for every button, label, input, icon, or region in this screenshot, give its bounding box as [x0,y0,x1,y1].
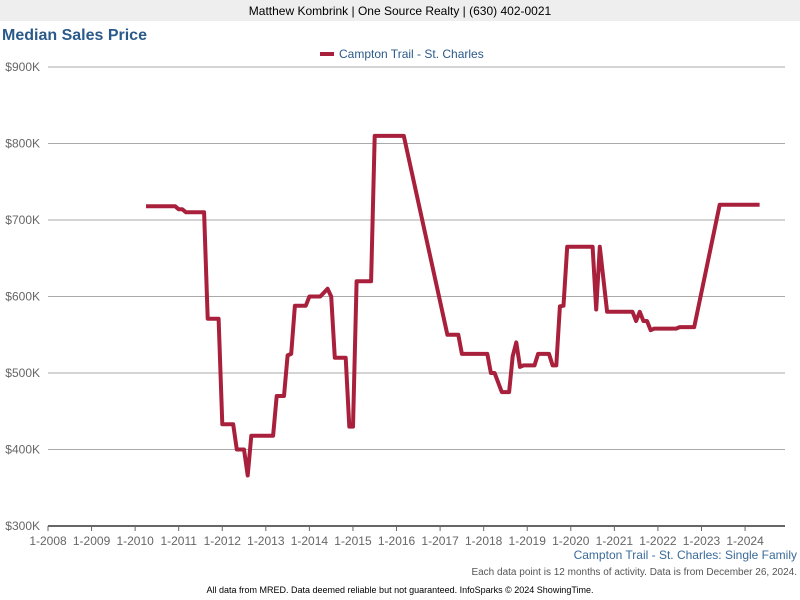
x-tick-label: 1-2018 [465,534,503,548]
y-tick-label: $800K [5,137,40,151]
y-tick-label: $500K [5,366,40,380]
x-tick-label: 1-2014 [291,534,329,548]
x-tick-label: 1-2020 [552,534,590,548]
footer: All data from MRED. Data deemed reliable… [206,585,593,595]
x-tick-label: 1-2011 [160,534,197,548]
x-tick-label: 1-2017 [421,534,459,548]
x-tick-label: 1-2010 [116,534,154,548]
x-tick-label: 1-2013 [247,534,285,548]
data-line [146,133,760,478]
x-tick-label: 1-2019 [509,534,547,548]
x-tick-label: 1-2015 [334,534,372,548]
y-tick-label: $400K [5,443,40,457]
header: Matthew Kombrink | One Source Realty | (… [249,4,552,18]
note: Each data point is 12 months of activity… [471,567,797,578]
x-tick-label: 1-2021 [596,534,634,548]
y-tick-label: $700K [5,213,40,227]
x-tick-label: 1-2009 [73,534,111,548]
y-tick-label: $300K [5,519,40,533]
x-tick-label: 1-2012 [204,534,242,548]
x-tick-label: 1-2024 [726,534,764,548]
x-tick-label: 1-2023 [683,534,721,548]
x-tick-label: 1-2022 [639,534,677,548]
y-tick-label: $900K [5,60,40,74]
chart-title: Median Sales Price [2,27,147,44]
header-bar [0,0,800,21]
legend-label: Campton Trail - St. Charles [339,47,484,61]
x-tick-label: 1-2008 [29,534,67,548]
x-axis-label: Campton Trail - St. Charles: Single Fami… [574,548,797,562]
x-tick-label: 1-2016 [378,534,416,548]
y-tick-label: $600K [5,290,40,304]
